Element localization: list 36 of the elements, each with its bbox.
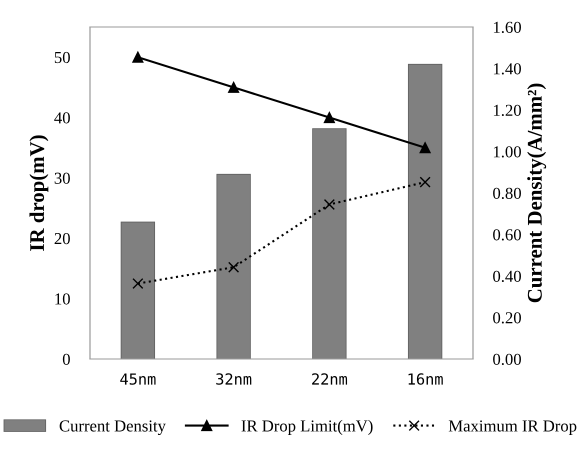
y2-tick-label: 0.80	[493, 188, 521, 200]
y-tick-label: 50	[54, 52, 70, 64]
y2-tick-label: 1.00	[494, 146, 521, 158]
bar	[408, 64, 442, 359]
point	[324, 198, 335, 210]
y2-axis-title: Current Density(A/mm²)	[527, 84, 546, 302]
y2-tick-label: 1.60	[494, 22, 521, 34]
point	[420, 142, 431, 154]
y-tick-label: 10	[55, 293, 70, 305]
y-tick-label: 20	[54, 232, 70, 244]
bar	[216, 174, 251, 359]
y2-tick-label: 0.00	[493, 354, 521, 366]
bar	[120, 222, 156, 359]
point	[420, 176, 431, 188]
y2-tick-label: 1.40	[494, 63, 521, 75]
x-tick-label: 16nm	[408, 373, 443, 385]
y2-tick-label: 0.60	[493, 229, 521, 241]
y-tick-label: 0	[62, 354, 70, 365]
bar	[312, 128, 347, 359]
x-tick-label: 32nm	[216, 373, 252, 385]
x-tick-label: 22nm	[312, 373, 348, 385]
y2-tick-label: 1.20	[494, 104, 521, 116]
point	[228, 82, 240, 93]
y2-tick-label: 0.40	[493, 270, 521, 282]
legend-label: Maximum IR Drop	[448, 420, 576, 435]
y-tick-label: 40	[54, 112, 70, 124]
legend-label: Current Density	[60, 420, 166, 435]
point	[324, 112, 335, 124]
point	[132, 52, 144, 63]
point	[132, 278, 144, 290]
y2-tick-label: 0.20	[493, 312, 521, 324]
y-axis-title: IR drop(mV)	[29, 135, 48, 251]
point	[228, 262, 240, 273]
legend-label: IR Drop Limit(mV)	[242, 420, 373, 435]
y-tick-label: 30	[54, 172, 70, 184]
x-tick-label: 45nm	[120, 373, 156, 385]
